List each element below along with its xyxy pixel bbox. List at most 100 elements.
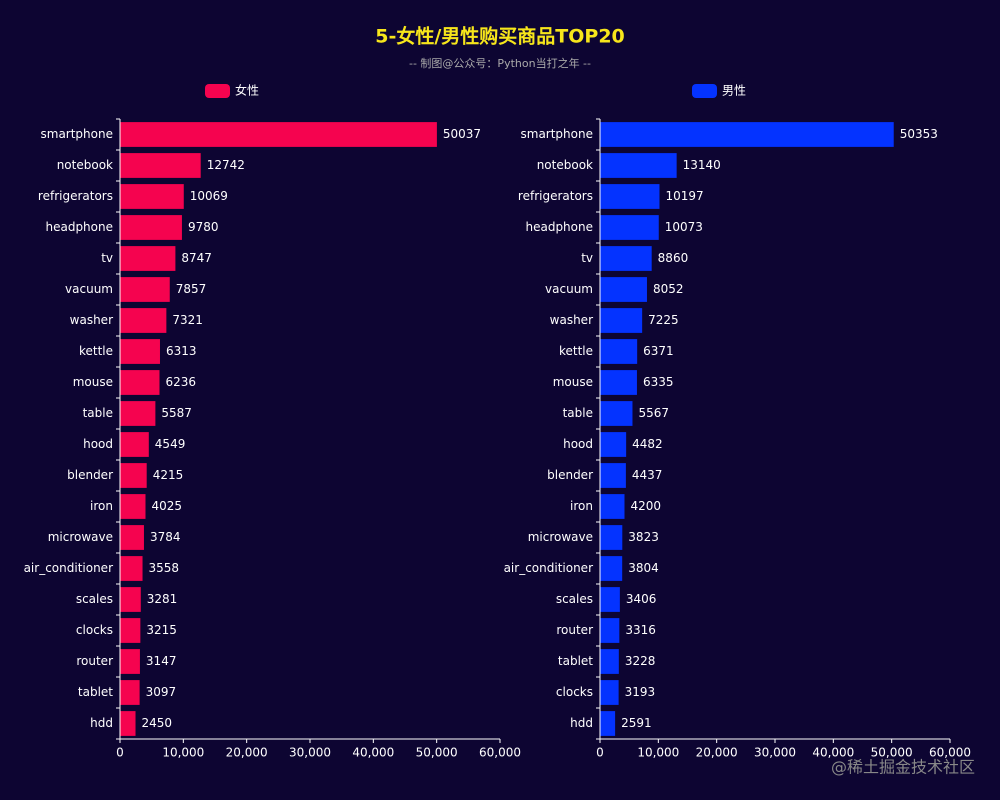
- legend-swatch: [692, 84, 717, 98]
- x-tick-label: 60,000: [929, 746, 971, 760]
- bar: [600, 277, 647, 302]
- value-label: 4200: [631, 499, 662, 513]
- value-label: 50353: [900, 127, 938, 141]
- x-tick-label: 0: [596, 746, 604, 760]
- value-label: 7857: [176, 282, 207, 296]
- value-label: 7225: [648, 313, 679, 327]
- bar: [600, 153, 677, 178]
- value-label: 3193: [625, 685, 656, 699]
- y-tick-label: refrigerators: [38, 189, 113, 203]
- y-tick-label: washer: [70, 313, 113, 327]
- y-tick-label: smartphone: [521, 127, 594, 141]
- bar: [120, 494, 146, 519]
- y-tick-label: iron: [570, 499, 593, 513]
- legend-swatch: [205, 84, 230, 98]
- bar: [600, 494, 625, 519]
- y-tick-label: microwave: [48, 530, 113, 544]
- value-label: 8860: [658, 251, 689, 265]
- y-tick-label: tv: [101, 251, 113, 265]
- bar: [120, 122, 437, 147]
- y-tick-label: blender: [67, 468, 113, 482]
- bar: [120, 525, 144, 550]
- y-tick-label: iron: [90, 499, 113, 513]
- value-label: 10073: [665, 220, 703, 234]
- y-tick-label: hdd: [90, 716, 113, 730]
- y-tick-label: vacuum: [545, 282, 593, 296]
- value-label: 6371: [643, 344, 674, 358]
- y-tick-label: clocks: [556, 685, 593, 699]
- bar: [120, 711, 136, 736]
- y-tick-label: tv: [581, 251, 593, 265]
- bar: [120, 184, 184, 209]
- value-label: 4437: [632, 468, 663, 482]
- x-tick-label: 50,000: [871, 746, 913, 760]
- y-tick-label: headphone: [45, 220, 113, 234]
- bar: [120, 339, 160, 364]
- x-tick-label: 40,000: [812, 746, 854, 760]
- y-tick-label: smartphone: [41, 127, 114, 141]
- y-tick-label: tablet: [558, 654, 593, 668]
- y-tick-label: air_conditioner: [24, 561, 113, 575]
- bar: [600, 587, 620, 612]
- x-tick-label: 30,000: [289, 746, 331, 760]
- value-label: 3804: [628, 561, 659, 575]
- bar: [600, 680, 619, 705]
- bar: [600, 246, 652, 271]
- value-label: 3823: [628, 530, 659, 544]
- y-tick-label: washer: [550, 313, 593, 327]
- value-label: 10069: [190, 189, 228, 203]
- bar: [600, 463, 626, 488]
- value-label: 2450: [142, 716, 173, 730]
- y-tick-label: notebook: [57, 158, 113, 172]
- value-label: 50037: [443, 127, 481, 141]
- bar: [120, 587, 141, 612]
- legend-label: 女性: [235, 83, 259, 98]
- y-tick-label: blender: [547, 468, 593, 482]
- y-tick-label: mouse: [553, 375, 593, 389]
- y-tick-label: clocks: [76, 623, 113, 637]
- y-tick-label: headphone: [525, 220, 593, 234]
- y-tick-label: hood: [83, 437, 113, 451]
- y-tick-label: microwave: [528, 530, 593, 544]
- value-label: 3215: [146, 623, 177, 637]
- y-tick-label: table: [83, 406, 113, 420]
- value-label: 3147: [146, 654, 177, 668]
- y-tick-label: router: [556, 623, 593, 637]
- value-label: 2591: [621, 716, 652, 730]
- bar: [600, 308, 643, 333]
- bar: [600, 711, 616, 736]
- bar: [120, 153, 201, 178]
- bar: [600, 339, 638, 364]
- y-tick-label: mouse: [73, 375, 113, 389]
- y-tick-label: router: [76, 654, 113, 668]
- x-tick-label: 20,000: [226, 746, 268, 760]
- value-label: 4549: [155, 437, 186, 451]
- y-tick-label: refrigerators: [518, 189, 593, 203]
- x-tick-label: 60,000: [479, 746, 521, 760]
- y-tick-label: kettle: [559, 344, 593, 358]
- x-tick-label: 0: [116, 746, 124, 760]
- y-tick-label: hdd: [570, 716, 593, 730]
- bar: [120, 401, 156, 426]
- y-tick-label: table: [563, 406, 593, 420]
- bar: [120, 618, 141, 643]
- x-tick-label: 50,000: [416, 746, 458, 760]
- value-label: 3784: [150, 530, 181, 544]
- x-tick-label: 10,000: [162, 746, 204, 760]
- value-label: 4482: [632, 437, 663, 451]
- value-label: 5567: [638, 406, 669, 420]
- y-tick-label: scales: [76, 592, 113, 606]
- bar: [120, 556, 143, 581]
- value-label: 3228: [625, 654, 656, 668]
- y-tick-label: hood: [563, 437, 593, 451]
- bar: [120, 215, 182, 240]
- bar: [600, 618, 620, 643]
- value-label: 12742: [207, 158, 245, 172]
- y-tick-label: scales: [556, 592, 593, 606]
- legend-label: 男性: [722, 84, 746, 98]
- chart-subtitle: -- 制图@公众号：Python当打之年 --: [409, 56, 591, 70]
- bar: [120, 463, 147, 488]
- bar: [600, 432, 627, 457]
